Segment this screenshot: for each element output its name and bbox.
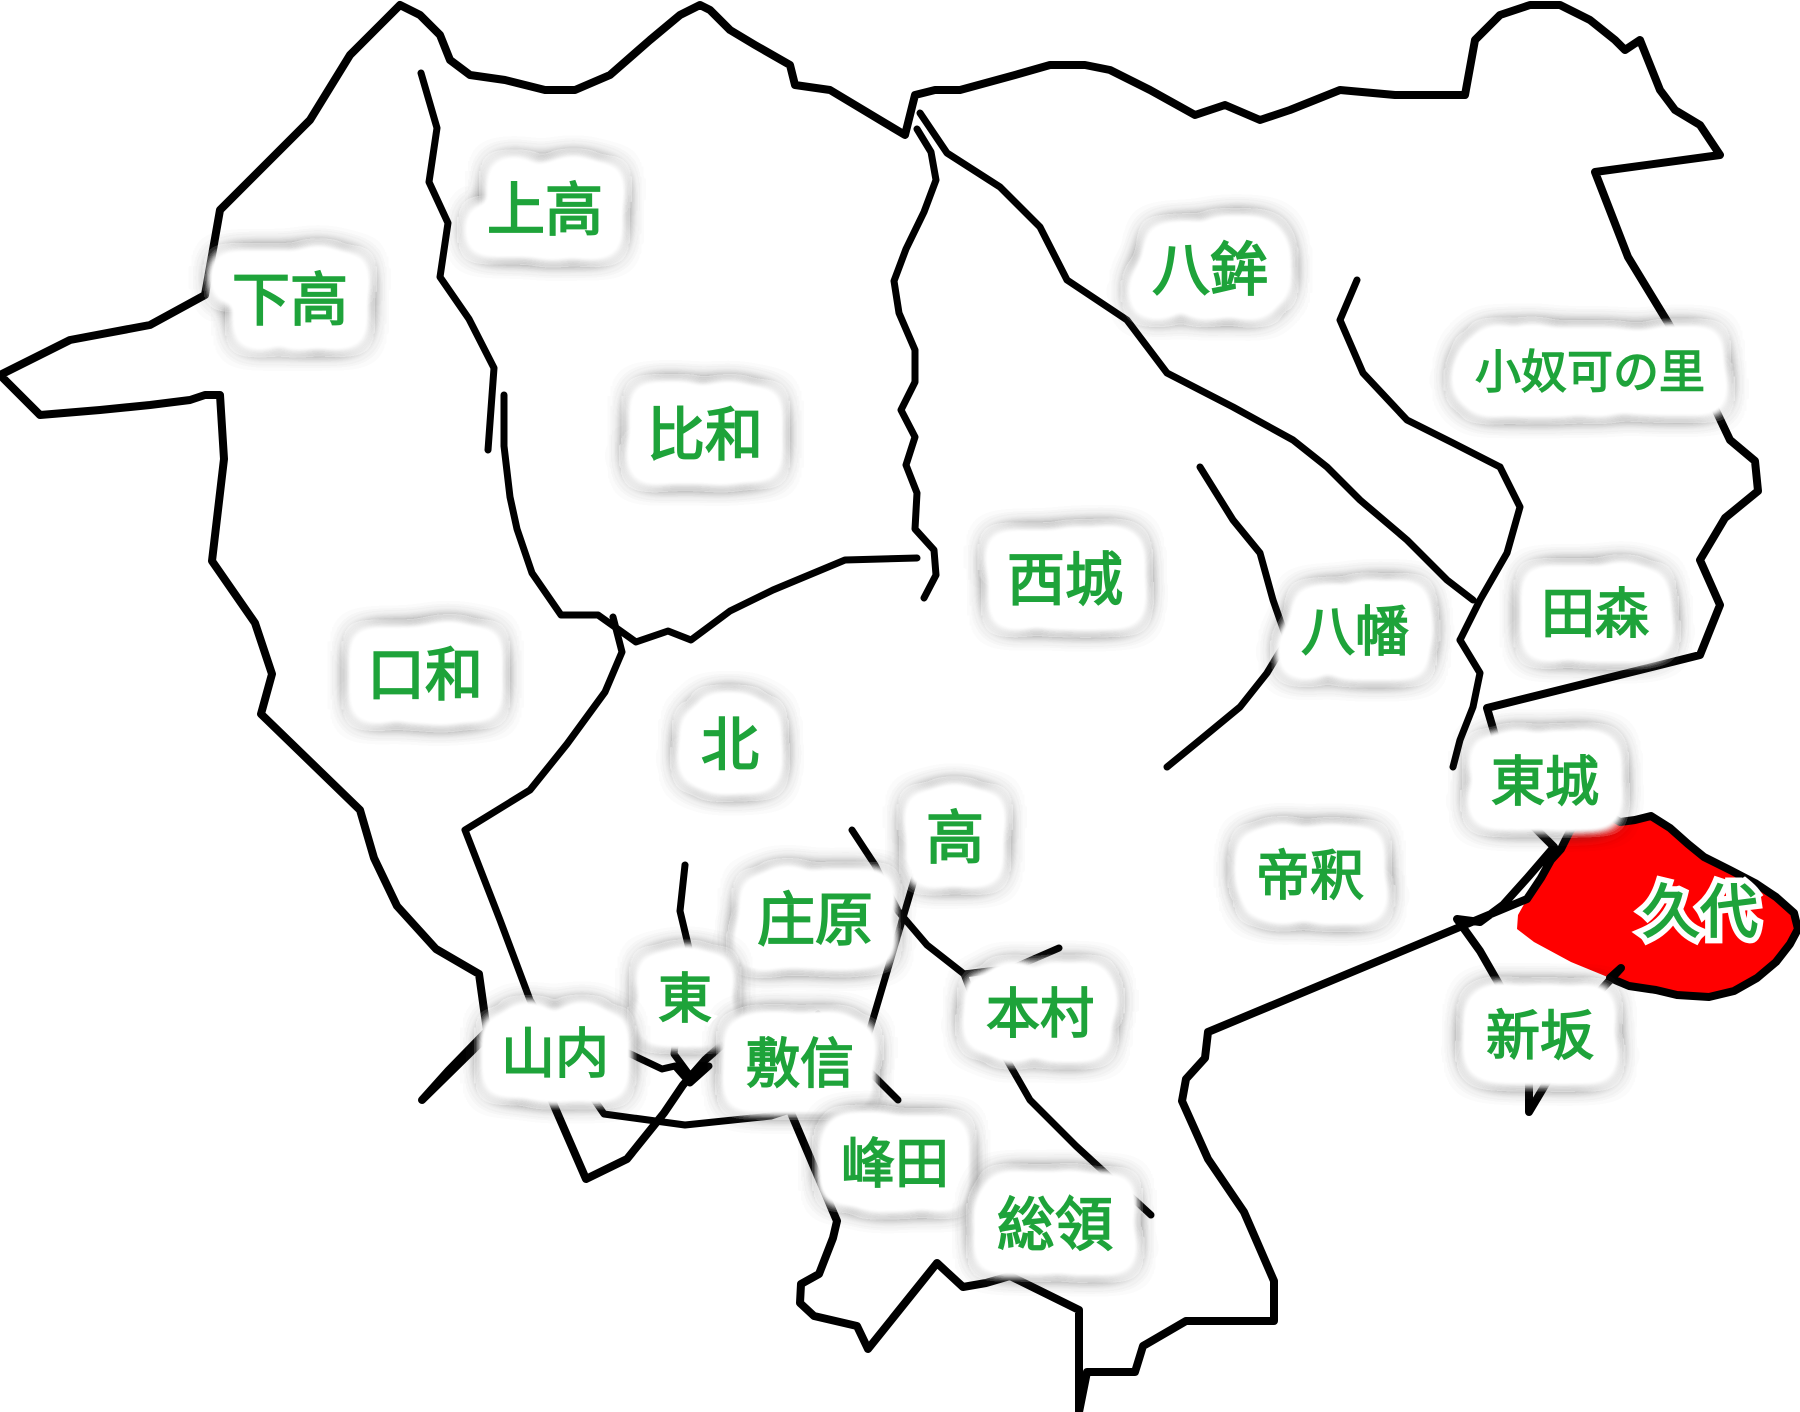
svg-text:本村: 本村 bbox=[986, 985, 1094, 1045]
svg-text:帝釈: 帝釈 bbox=[1256, 847, 1364, 907]
svg-text:口和: 口和 bbox=[367, 643, 483, 708]
svg-text:久代: 久代 bbox=[1642, 880, 1758, 945]
svg-text:田森: 田森 bbox=[1541, 585, 1650, 645]
svg-text:東: 東 bbox=[658, 970, 712, 1030]
svg-text:新坂: 新坂 bbox=[1486, 1007, 1594, 1067]
svg-text:比和: 比和 bbox=[647, 403, 763, 468]
svg-text:下高: 下高 bbox=[232, 268, 348, 333]
svg-text:山内: 山内 bbox=[501, 1025, 609, 1085]
svg-text:敷信: 敷信 bbox=[746, 1035, 854, 1095]
svg-text:八鉾: 八鉾 bbox=[1152, 238, 1268, 303]
svg-text:八幡: 八幡 bbox=[1301, 603, 1409, 663]
svg-text:上高: 上高 bbox=[487, 178, 603, 243]
svg-text:高: 高 bbox=[926, 806, 984, 871]
svg-text:峰田: 峰田 bbox=[841, 1135, 949, 1195]
svg-text:西城: 西城 bbox=[1007, 548, 1123, 613]
svg-text:小奴可の里: 小奴可の里 bbox=[1475, 346, 1705, 398]
svg-text:北: 北 bbox=[701, 713, 759, 778]
svg-text:総領: 総領 bbox=[997, 1193, 1113, 1258]
svg-text:庄原: 庄原 bbox=[757, 888, 873, 953]
svg-text:東城: 東城 bbox=[1491, 753, 1599, 813]
